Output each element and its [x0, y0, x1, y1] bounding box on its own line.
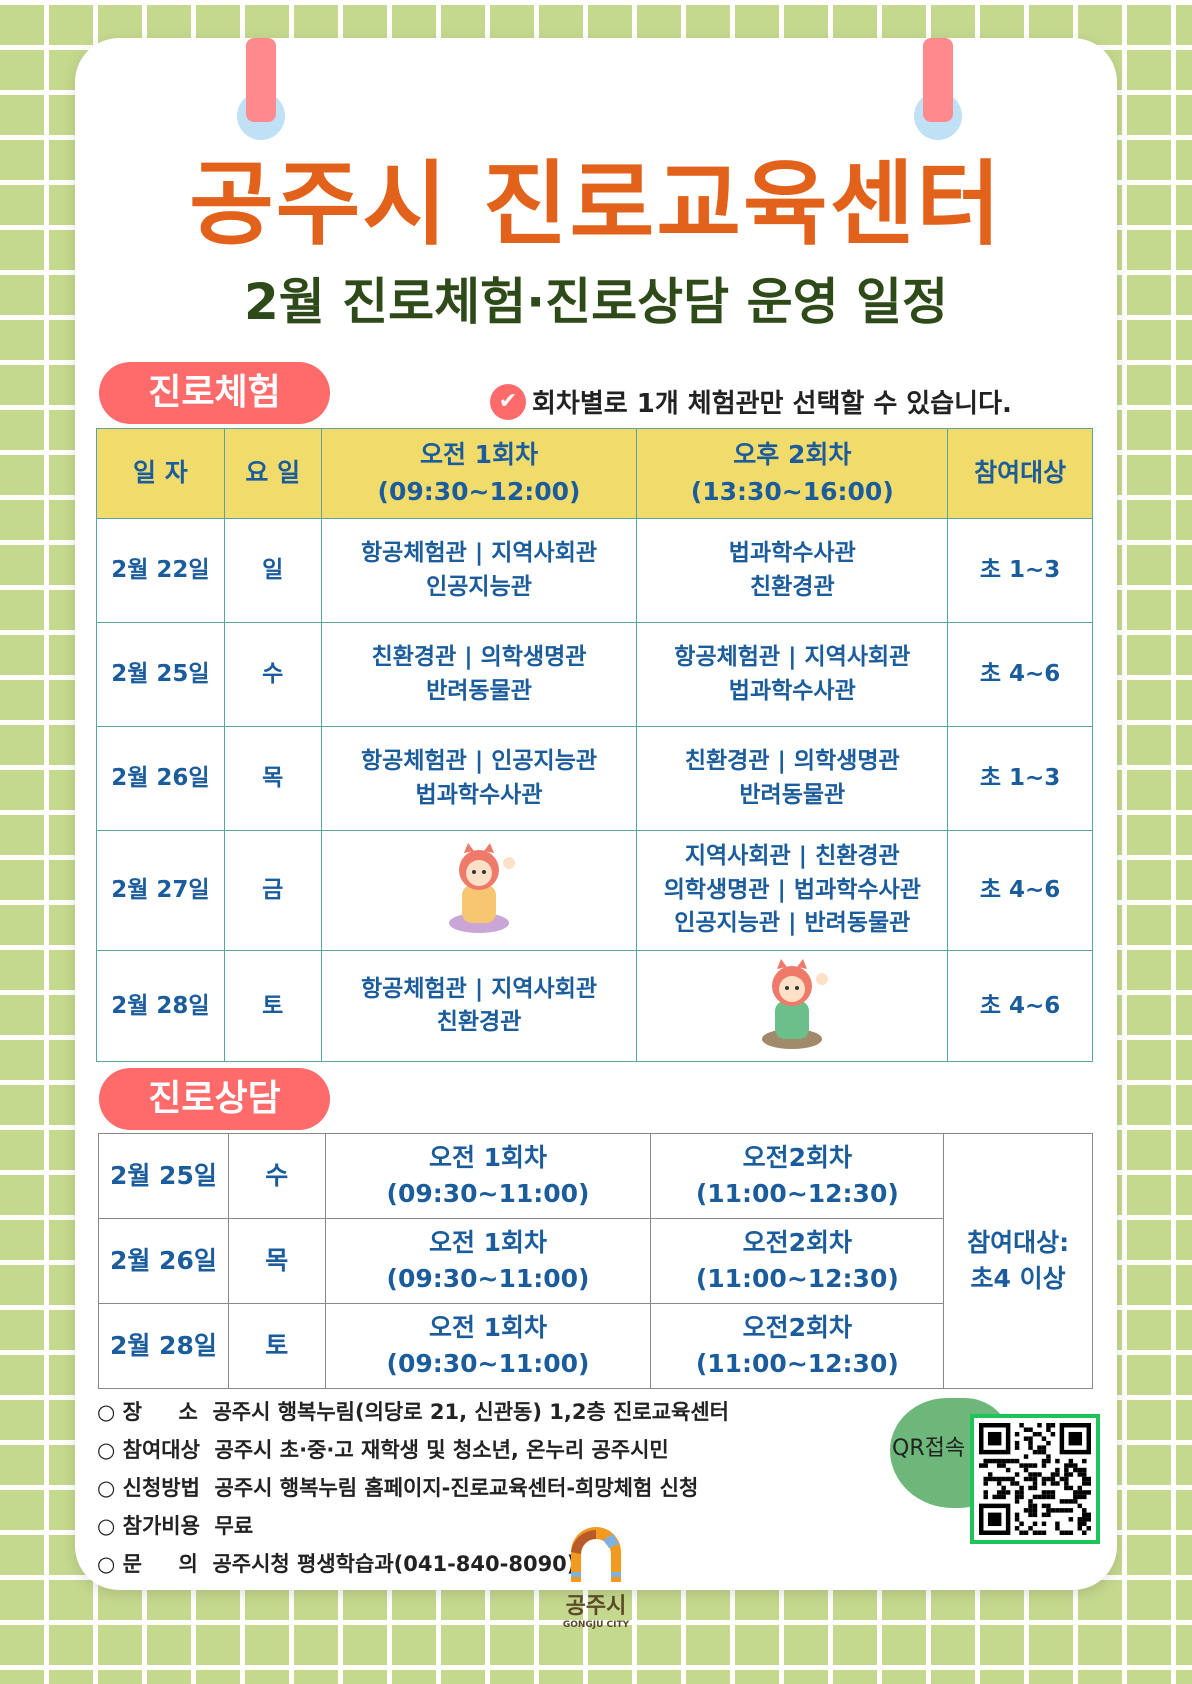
cell-target: 초 4~6: [947, 622, 1093, 727]
table-row: 2월 25일 수 친환경관 | 의학생명관 반려동물관 항공체험관 | 지역사회관 법…: [96, 622, 1093, 727]
cell-target: 초 1~3: [947, 726, 1093, 831]
counseling-table: 2월 25일 수 오전 1회차 (09:30~11:00) 오전2회차 (11:00~…: [98, 1133, 1093, 1389]
table-row: 2월 28일 토 오전 1회차 (09:30~11:00) 오전2회차 (11:00~…: [98, 1303, 1093, 1389]
cell-am: 항공체험관 | 인공지능관 법과학수사관: [320, 726, 638, 831]
cell-date: 2월 26일: [98, 1218, 229, 1304]
cell-target: 참여대상: 초4 이상: [943, 1133, 1093, 1389]
column-header: 오후 2회차 (13:30~16:00): [636, 428, 949, 519]
section-label-counseling: 진로상담: [99, 1068, 330, 1130]
cell-day: 토: [227, 1303, 326, 1389]
info-line: ○ 신청방법 공주시 행복누림 홈페이지-진로교육센터-희망체험 신청: [97, 1476, 699, 1500]
cell-date: 2월 22일: [96, 518, 225, 623]
cell-s2: 오전2회차 (11:00~12:30): [650, 1218, 945, 1304]
qr-label: QR접속: [892, 1436, 966, 1461]
table-row: 2월 25일 수 오전 1회차 (09:30~11:00) 오전2회차 (11:00~…: [98, 1133, 1093, 1389]
binder-clip-right: [923, 38, 953, 122]
poster-subtitle: 2월 진로체험·진로상담 운영 일정: [243, 273, 948, 331]
info-line: ○ 장 소 공주시 행복누림(의당로 21, 신관동) 1,2층 진로교육센터: [97, 1400, 730, 1424]
cell-date: 2월 25일: [98, 1133, 229, 1219]
cell-am: 항공체험관 | 지역사회관 친환경관: [320, 949, 638, 1063]
selection-note: ✔ 회차별로 1개 체험관만 선택할 수 있습니다.: [490, 383, 1012, 420]
column-header: 오전 1회차 (09:30~12:00): [320, 428, 638, 519]
table-row: 2월 27일 금 지역사회관 | 친환경관 의학생명관 | 법과학수사관 인공지능관…: [96, 830, 1093, 951]
cell-date: 2월 28일: [96, 949, 225, 1063]
table-row: 2월 22일 일 항공체험관 | 지역사회관 인공지능관 법과학수사관 친환경관 초 1…: [96, 518, 1093, 623]
info-line: ○ 참가비용 무료: [97, 1514, 254, 1538]
cell-am: 친환경관 | 의학생명관 반려동물관: [320, 622, 638, 727]
cell-s2: 오전2회차 (11:00~12:30): [650, 1303, 945, 1389]
cell-date: 2월 27일: [96, 830, 225, 951]
column-header: 요 일: [223, 428, 322, 519]
column-header: 일 자: [96, 428, 225, 519]
cell-target: 초 4~6: [947, 830, 1093, 951]
poster-title: 공주시 진로교육센터: [189, 151, 1003, 258]
cell-pm: [636, 949, 949, 1063]
cell-am: 항공체험관 | 지역사회관 인공지능관: [320, 518, 638, 623]
selection-note-text: 회차별로 1개 체험관만 선택할 수 있습니다.: [532, 389, 1012, 419]
cell-day: 일: [223, 518, 322, 623]
cell-day: 수: [227, 1133, 326, 1219]
info-line: ○ 문 의 공주시청 평생학습과(041-840-8090): [97, 1552, 577, 1576]
cell-am: [320, 830, 638, 951]
cell-s1: 오전 1회차 (09:30~11:00): [324, 1133, 652, 1219]
cell-date: 2월 28일: [98, 1303, 229, 1389]
cell-s1: 오전 1회차 (09:30~11:00): [324, 1218, 652, 1304]
logo-name: 공주시: [565, 1594, 627, 1619]
table-row: 2월 26일 목 항공체험관 | 인공지능관 법과학수사관 친환경관 | 의학생명관 …: [96, 726, 1093, 831]
table-row: 2월 28일 토 항공체험관 | 지역사회관 친환경관 초 4~6: [96, 949, 1093, 1063]
cell-pm: 지역사회관 | 친환경관 의학생명관 | 법과학수사관 인공지능관 | 반려동물…: [636, 830, 949, 951]
cell-pm: 친환경관 | 의학생명관 반려동물관: [636, 726, 949, 831]
binder-clip-left: [246, 38, 276, 122]
cell-s1: 오전 1회차 (09:30~11:00): [324, 1303, 652, 1389]
cell-day: 토: [223, 949, 322, 1063]
cell-date: 2월 25일: [96, 622, 225, 727]
character-illustration: [762, 959, 829, 1049]
cell-day: 수: [223, 622, 322, 727]
arch-logo-icon: [571, 1527, 621, 1582]
cell-day: 금: [223, 830, 322, 951]
cell-target: 초 4~6: [947, 949, 1093, 1063]
cell-day: 목: [227, 1218, 326, 1304]
check-circle-icon: ✔: [490, 383, 526, 420]
table-row: 2월 26일 목 오전 1회차 (09:30~11:00) 오전2회차 (11:00~…: [98, 1218, 1093, 1304]
cell-pm: 법과학수사관 친환경관: [636, 518, 949, 623]
qr-code[interactable]: [970, 1414, 1100, 1544]
cell-pm: 항공체험관 | 지역사회관 법과학수사관: [636, 622, 949, 727]
section-label-experience: 진로체험: [99, 362, 330, 424]
cell-date: 2월 26일: [96, 726, 225, 831]
character-illustration: [449, 843, 516, 934]
info-line: ○ 참여대상 공주시 초·중·고 재학생 및 청소년, 온누리 공주시민: [97, 1438, 669, 1462]
gongju-city-logo: 공주시 GONGJU CITY: [556, 1522, 636, 1630]
cell-target: 초 1~3: [947, 518, 1093, 623]
column-header: 참여대상: [947, 428, 1093, 519]
cell-day: 목: [223, 726, 322, 831]
logo-english: GONGJU CITY: [562, 1620, 630, 1630]
cell-s2: 오전2회차 (11:00~12:30): [650, 1133, 945, 1219]
